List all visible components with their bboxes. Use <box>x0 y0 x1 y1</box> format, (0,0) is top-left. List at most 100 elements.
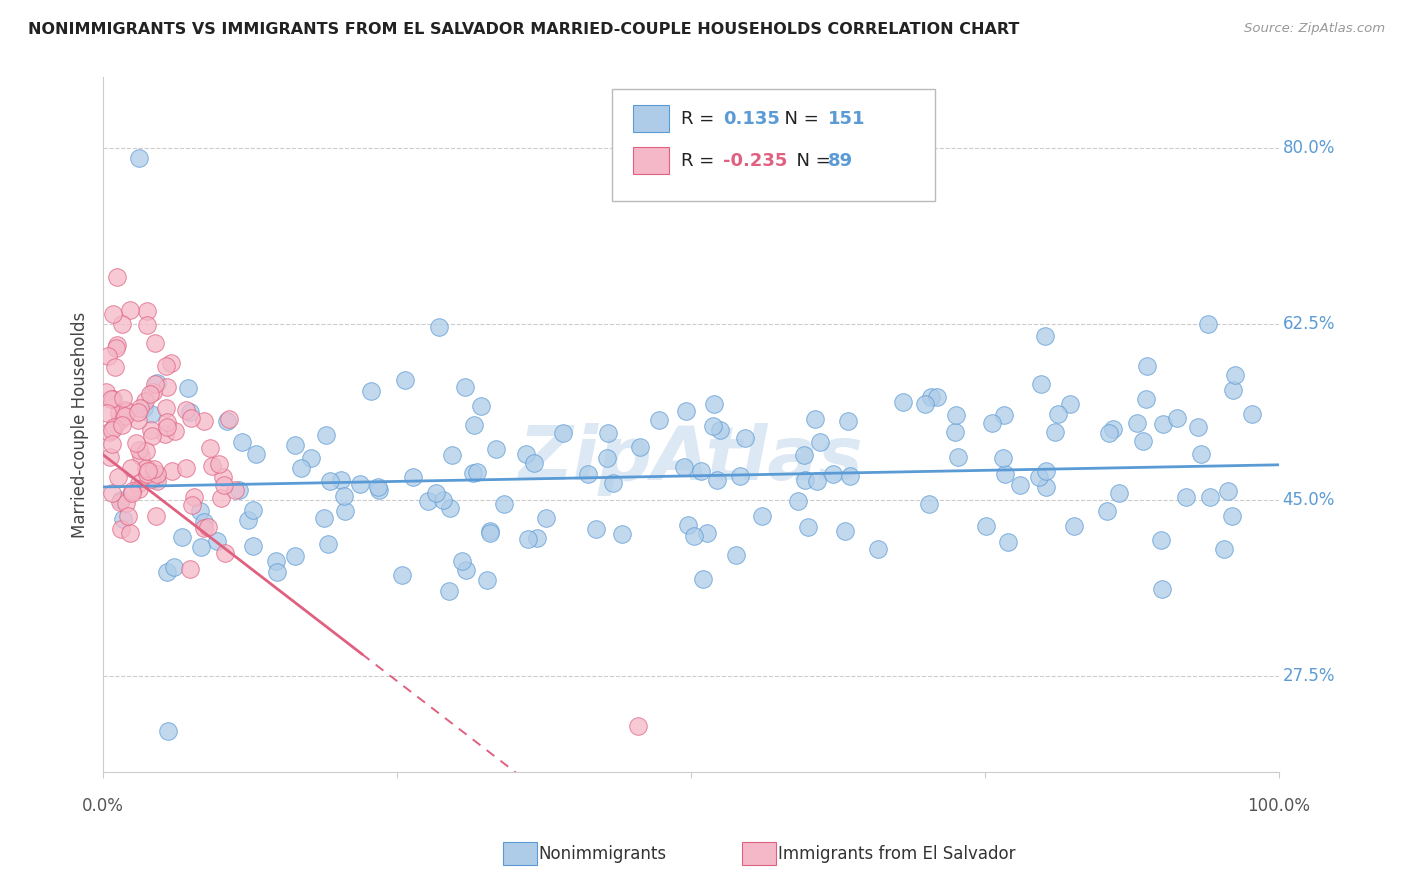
Point <box>1222 384 1244 398</box>
Text: N =: N = <box>773 110 825 128</box>
Point <box>242 502 264 516</box>
Point <box>157 724 180 739</box>
Point <box>135 444 157 458</box>
Point <box>1135 392 1157 407</box>
Point <box>997 535 1019 549</box>
Point <box>125 435 148 450</box>
Point <box>793 448 815 462</box>
Point <box>360 384 382 398</box>
Point <box>136 318 159 332</box>
Point <box>1166 410 1188 425</box>
Text: 151: 151 <box>828 110 866 128</box>
Point <box>793 473 815 487</box>
Point <box>290 461 312 475</box>
Point <box>367 480 389 494</box>
Point <box>101 423 124 437</box>
Point <box>630 440 652 454</box>
Point <box>838 469 860 483</box>
Point <box>610 526 633 541</box>
Point <box>465 466 488 480</box>
Point <box>515 447 537 461</box>
Point <box>1187 420 1209 434</box>
Point <box>136 464 159 478</box>
Point <box>205 534 228 549</box>
Point <box>602 475 624 490</box>
Point <box>425 486 447 500</box>
Point <box>117 508 139 523</box>
Point <box>478 525 501 540</box>
Point <box>101 307 124 321</box>
Point <box>214 546 236 560</box>
Point <box>128 401 150 416</box>
Point <box>1175 490 1198 504</box>
Point <box>1136 359 1159 373</box>
Point <box>284 437 307 451</box>
Point <box>1028 470 1050 484</box>
Point <box>994 467 1017 481</box>
Text: 80.0%: 80.0% <box>1282 139 1334 157</box>
Point <box>1150 582 1173 597</box>
Point <box>786 493 808 508</box>
Point <box>454 379 477 393</box>
Point <box>734 431 756 445</box>
Point <box>174 461 197 475</box>
Point <box>1033 328 1056 343</box>
Point <box>128 483 150 497</box>
Point <box>316 537 339 551</box>
Text: R =: R = <box>681 110 720 128</box>
Point <box>170 530 193 544</box>
Point <box>163 425 186 439</box>
Point <box>141 429 163 443</box>
Point <box>114 403 136 417</box>
Point <box>1150 533 1173 548</box>
Point <box>94 385 117 400</box>
Point <box>110 412 132 426</box>
Point <box>402 470 425 484</box>
Point <box>918 497 941 511</box>
Point <box>1108 486 1130 500</box>
Point <box>103 420 125 434</box>
Point <box>329 473 352 487</box>
Point <box>212 470 235 484</box>
Point <box>551 425 574 440</box>
Text: Source: ZipAtlas.com: Source: ZipAtlas.com <box>1244 22 1385 36</box>
Point <box>128 442 150 457</box>
Text: N =: N = <box>785 152 837 169</box>
Point <box>111 418 134 433</box>
Point <box>517 532 540 546</box>
Point <box>648 413 671 427</box>
Point <box>1095 504 1118 518</box>
Point <box>925 390 948 404</box>
Point <box>485 442 508 456</box>
Text: 89: 89 <box>828 152 853 169</box>
Point <box>536 511 558 525</box>
Point <box>141 423 163 437</box>
Point <box>135 304 157 318</box>
Point <box>114 409 136 423</box>
Point <box>1220 508 1243 523</box>
Point <box>945 408 967 422</box>
Point <box>454 563 477 577</box>
Point <box>134 394 156 409</box>
Text: -0.235: -0.235 <box>723 152 787 169</box>
Point <box>725 548 748 562</box>
Point <box>120 525 142 540</box>
Text: 45.0%: 45.0% <box>1282 491 1334 509</box>
Y-axis label: Married-couple Households: Married-couple Households <box>72 311 89 538</box>
Point <box>823 467 845 481</box>
Point <box>1223 368 1246 383</box>
Point <box>217 414 239 428</box>
Point <box>200 459 222 474</box>
Point <box>98 425 121 440</box>
Point <box>118 303 141 318</box>
Point <box>1029 377 1052 392</box>
Point <box>1063 519 1085 533</box>
Point <box>238 513 260 527</box>
Point <box>974 519 997 533</box>
Point <box>100 392 122 407</box>
Point <box>692 572 714 586</box>
Text: 0.135: 0.135 <box>723 110 779 128</box>
Point <box>349 476 371 491</box>
Point <box>893 395 915 409</box>
Point <box>333 490 356 504</box>
